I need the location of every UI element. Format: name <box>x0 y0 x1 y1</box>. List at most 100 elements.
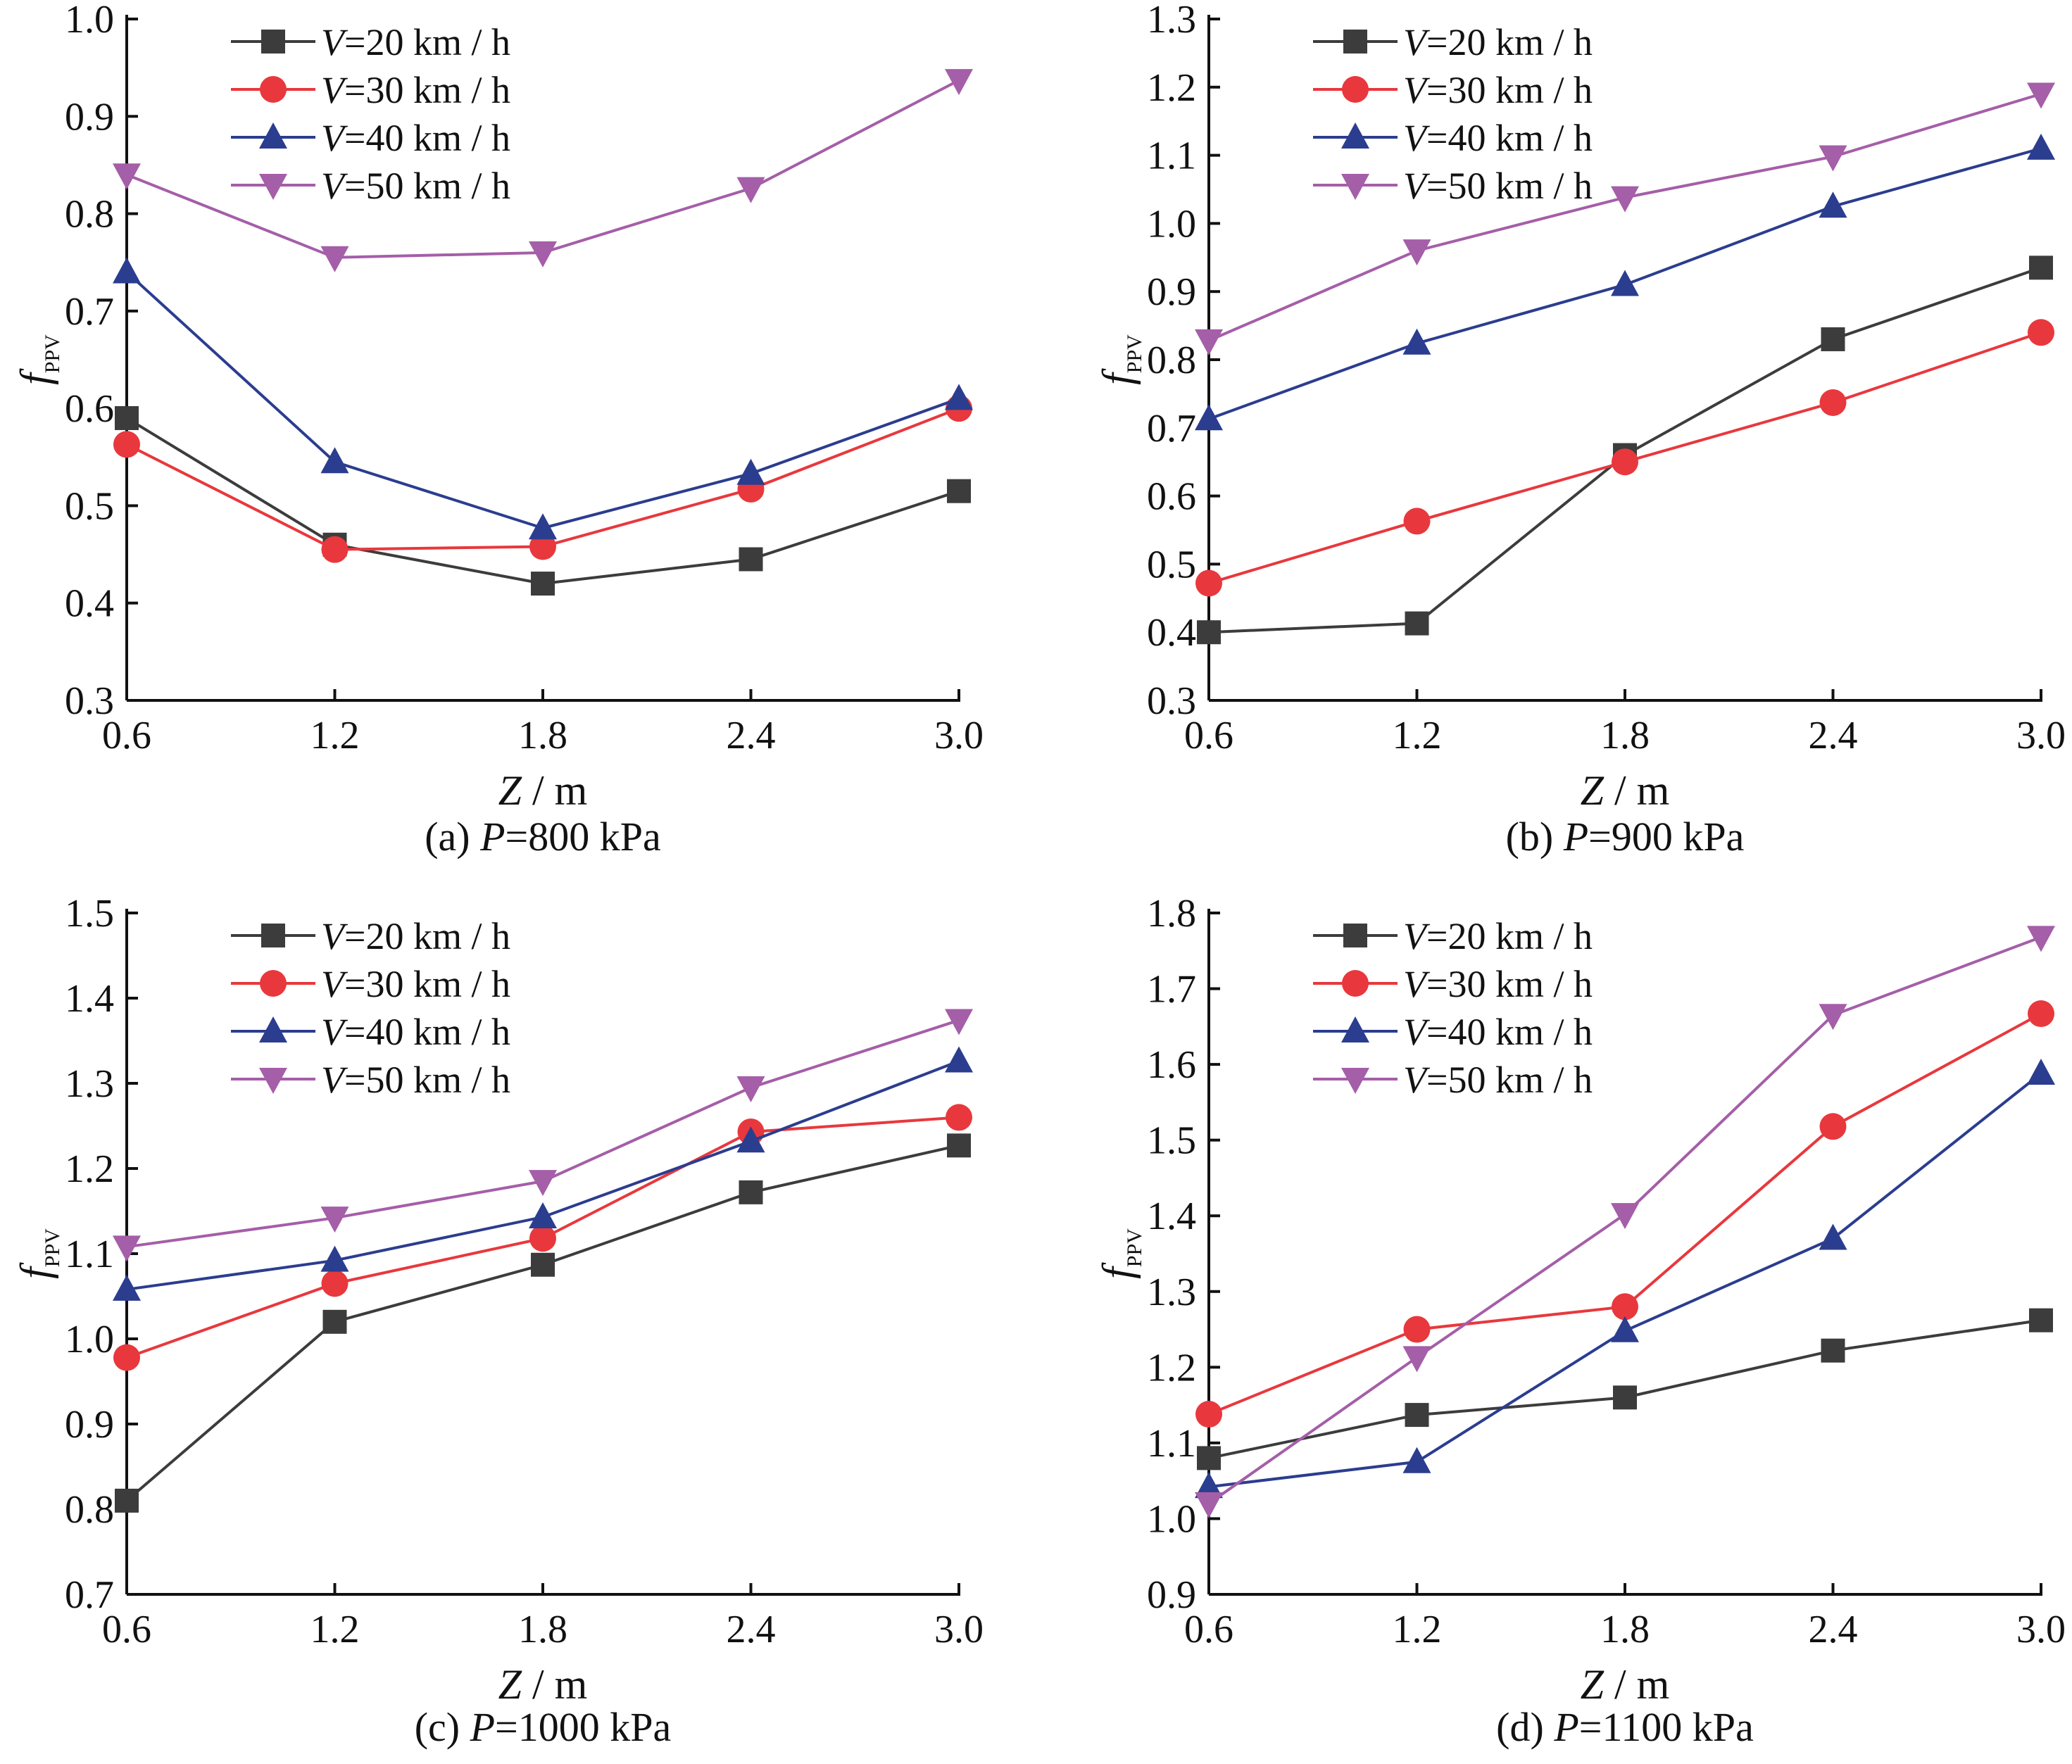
data-point <box>1402 239 1431 266</box>
legend-label: V=40 km / h <box>321 1011 510 1053</box>
legend-marker <box>261 30 285 53</box>
legend-marker <box>261 924 285 947</box>
data-point <box>529 241 557 267</box>
y-tick-label: 0.9 <box>1147 270 1196 314</box>
y-tick-label: 0.4 <box>65 582 114 626</box>
panel-caption: (a) P=800 kPa <box>425 814 661 859</box>
data-point <box>529 513 557 540</box>
data-point <box>1403 1316 1431 1343</box>
x-tick-label: 1.2 <box>310 1608 360 1651</box>
series-4 <box>1195 82 2055 355</box>
legend-marker <box>1342 970 1369 997</box>
data-point <box>321 1270 349 1297</box>
x-tick-label: 2.4 <box>727 1608 776 1651</box>
legend-label: V=20 km / h <box>1403 21 1593 63</box>
legend-label: V=30 km / h <box>321 963 510 1005</box>
x-tick-label: 1.8 <box>518 1608 567 1651</box>
y-tick-label: 0.7 <box>65 1573 114 1617</box>
data-point <box>945 69 973 96</box>
data-point <box>1195 329 1223 355</box>
legend-label: V=20 km / h <box>1403 915 1593 957</box>
legend-entry: V=40 km / h <box>231 1011 510 1053</box>
y-tick-label: 0.8 <box>1147 339 1196 382</box>
series-1 <box>1197 1308 2053 1470</box>
data-point <box>321 536 349 563</box>
data-point <box>1611 1316 1639 1342</box>
data-point <box>739 1180 763 1204</box>
x-tick-label: 2.4 <box>727 714 776 757</box>
series-3 <box>1195 1059 2055 1499</box>
y-tick-label: 1.0 <box>1147 202 1196 246</box>
data-point <box>320 1207 349 1233</box>
x-axis-label: Z / m <box>498 767 588 814</box>
data-point <box>1195 1492 1223 1518</box>
data-point <box>1611 270 1639 296</box>
y-tick-label: 1.5 <box>65 892 114 935</box>
x-tick-label: 1.2 <box>310 714 360 757</box>
y-tick-label: 0.3 <box>1147 679 1196 723</box>
legend-label: V=40 km / h <box>1403 1011 1593 1053</box>
series-3 <box>1195 133 2055 431</box>
data-point <box>736 177 765 203</box>
data-point <box>1197 1446 1221 1470</box>
data-point <box>1197 620 1221 645</box>
data-point <box>739 547 763 572</box>
y-axis-label: fPPV <box>12 1228 64 1279</box>
legend-entry: V=50 km / h <box>231 165 510 207</box>
data-point <box>1821 1338 1845 1363</box>
data-point <box>1405 611 1429 636</box>
legend: V=20 km / h V=30 km / h V=40 km / h V=50 km… <box>1313 915 1593 1101</box>
legend-marker <box>260 970 287 997</box>
y-tick-label: 0.7 <box>65 290 114 334</box>
data-point <box>1612 448 1638 476</box>
legend-entry: V=30 km / h <box>231 69 510 111</box>
legend-marker <box>1341 122 1369 149</box>
data-point <box>2027 926 2055 952</box>
data-point <box>529 1225 556 1252</box>
data-point <box>736 1126 765 1153</box>
data-point <box>320 1245 349 1272</box>
x-tick-label: 0.6 <box>1184 714 1233 757</box>
data-point <box>945 1009 973 1035</box>
data-point <box>1195 1401 1222 1428</box>
data-point <box>1195 1472 1223 1499</box>
data-point <box>2027 1059 2055 1085</box>
data-point <box>320 246 349 272</box>
x-axis-label: Z / m <box>1581 1661 1670 1708</box>
legend-label: V=50 km / h <box>1403 1059 1593 1101</box>
series-line <box>125 271 960 530</box>
legend-entry: V=50 km / h <box>1313 165 1593 207</box>
series-4 <box>1195 926 2055 1518</box>
data-point <box>945 1046 973 1073</box>
x-axis-label: Z / m <box>498 1661 588 1708</box>
series-1 <box>115 405 971 596</box>
data-point <box>2028 1000 2054 1028</box>
data-point <box>1402 328 1431 355</box>
panel-caption: (b) P=900 kPa <box>1506 814 1745 859</box>
data-point <box>113 431 140 458</box>
series-line <box>1208 92 2042 342</box>
legend-entry: V=40 km / h <box>1313 117 1593 159</box>
y-tick-label: 1.2 <box>1147 1346 1196 1390</box>
data-point <box>2027 133 2055 160</box>
legend-marker <box>1343 30 1367 53</box>
y-tick-label: 0.9 <box>65 95 114 139</box>
legend-entry: V=30 km / h <box>1313 69 1593 111</box>
y-tick-label: 1.2 <box>65 1147 114 1191</box>
data-point <box>113 163 141 190</box>
y-tick-label: 1.7 <box>1147 968 1196 1012</box>
data-point <box>1195 404 1223 431</box>
legend-marker <box>1341 1016 1369 1042</box>
legend-label: V=50 km / h <box>1403 165 1593 207</box>
data-point <box>1819 145 1847 172</box>
legend-entry: V=20 km / h <box>231 915 510 957</box>
legend-marker <box>1341 174 1369 200</box>
y-tick-label: 0.8 <box>65 1488 114 1532</box>
data-point <box>947 1133 971 1158</box>
legend-label: V=30 km / h <box>321 69 510 111</box>
data-point <box>2027 82 2055 109</box>
x-tick-label: 3.0 <box>2016 714 2066 757</box>
data-point <box>1403 508 1431 535</box>
legend-marker <box>259 174 287 200</box>
